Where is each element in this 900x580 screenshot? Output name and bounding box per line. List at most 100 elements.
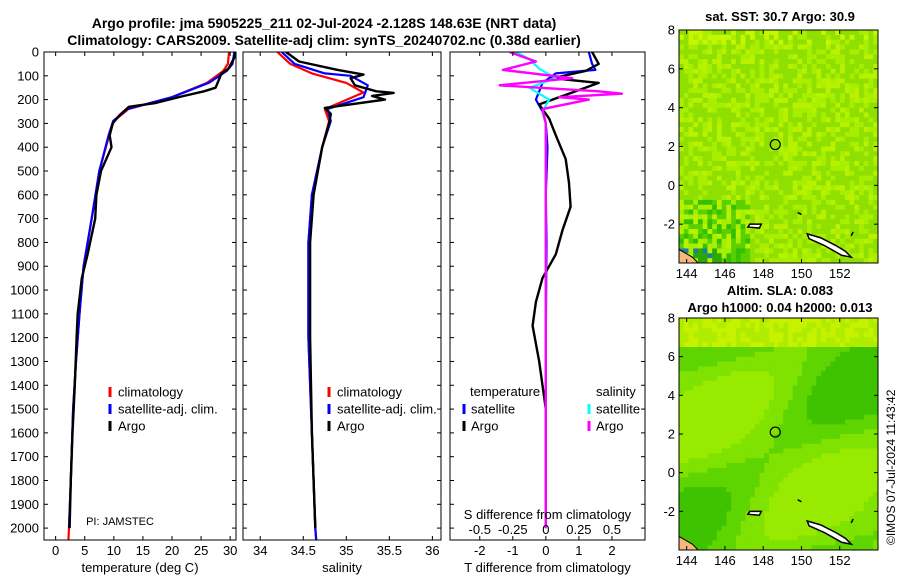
depth-tick-label: 200 [17, 92, 39, 107]
map-xtick-label: 146 [714, 553, 736, 568]
depth-tick-label: 1200 [10, 330, 39, 345]
depth-tick-label: 1300 [10, 354, 39, 369]
legend-label: satellite-adj. clim. [337, 402, 437, 417]
map-ytick-label: 6 [668, 349, 675, 364]
map-xtick-label: 152 [829, 266, 851, 281]
map-ytick-label: -2 [663, 217, 675, 232]
depth-tick-label: 2000 [10, 521, 39, 536]
map-ytick-label: 8 [668, 23, 675, 38]
temperature_profile-series-argo [68, 52, 236, 529]
map-ytick-label: 0 [668, 465, 675, 480]
map-xtick-label: 144 [676, 266, 698, 281]
depth-tick-label: 1100 [11, 306, 39, 321]
depth-tick-label: 300 [17, 116, 39, 131]
legend-salinity-label: satellite [596, 402, 640, 417]
map-xtick-label: 144 [676, 553, 698, 568]
sla-map-title-line2: Argo h1000: 0.04 h2000: 0.013 [687, 300, 873, 315]
manus-island-outline [746, 223, 763, 229]
difference_profile-xtick-label: -1 [507, 543, 519, 558]
map-ytick-label: -2 [663, 504, 675, 519]
salinity_profile-xtick-label: 34 [253, 543, 267, 558]
depth-tick-label: 1800 [10, 473, 39, 488]
pi-label: PI: JAMSTEC [86, 516, 154, 528]
legend-temperature-label: satellite [471, 402, 515, 417]
map-ytick-label: 2 [668, 139, 675, 154]
salinity_profile-frame [242, 51, 442, 541]
legend-salinity-title: salinity [596, 384, 636, 399]
difference-s-tick-label: 0.5 [603, 522, 621, 537]
difference-s-tick-label: -0.5 [469, 522, 491, 537]
salinity_profile-series-argo [285, 52, 395, 529]
depth-tick-label: 1600 [10, 425, 39, 440]
depth-tick-label: 1500 [10, 402, 39, 417]
salinity_profile-xtick-label: 35.5 [377, 543, 402, 558]
main-title-line1: Argo profile: jma 5905225_211 02-Jul-202… [91, 15, 557, 31]
salinity_profile-xtick-label: 36 [425, 543, 439, 558]
difference_profile-plot-area [450, 52, 645, 540]
legend-label: Argo [118, 419, 145, 434]
difference_profile-xtick-label: -2 [474, 543, 486, 558]
difference-s-tick-label: 0.25 [566, 522, 591, 537]
difference-s-tick-label: -0.25 [498, 522, 528, 537]
map-xtick-label: 150 [791, 553, 813, 568]
difference_profile-series-salinity-argo [498, 52, 624, 529]
legend-label: climatology [337, 385, 403, 400]
depth-tick-label: 400 [17, 140, 39, 155]
map-ytick-label: 0 [668, 178, 675, 193]
new-ireland-outline [805, 519, 854, 546]
map-xtick-label: 150 [791, 266, 813, 281]
depth-tick-label: 100 [17, 68, 39, 83]
depth-tick-label: 1900 [10, 497, 39, 512]
depth-tick-label: 1000 [10, 283, 39, 298]
temperature_profile-xtick-label: 25 [194, 543, 208, 558]
difference-s-tick-label: 0 [542, 522, 549, 537]
legend-temperature-label: Argo [471, 419, 498, 434]
legend-temperature-title: temperature [470, 384, 540, 399]
legend-salinity-label: Argo [596, 419, 623, 434]
map-xtick-label: 146 [714, 266, 736, 281]
salinity_profile-xlabel: salinity [322, 560, 362, 575]
manus-island-outline [746, 510, 763, 516]
sst_map [678, 29, 879, 264]
legend-label: Argo [337, 419, 364, 434]
island-outline [850, 231, 854, 237]
sst-map-title: sat. SST: 30.7 Argo: 30.9 [705, 9, 855, 24]
depth-tick-label: 1400 [10, 378, 39, 393]
legend-label: climatology [118, 385, 184, 400]
difference-top-xlabel: S difference from climatology [464, 507, 632, 522]
depth-tick-label: 500 [17, 164, 39, 179]
map-ytick-label: 8 [668, 311, 675, 326]
difference_profile-xlabel: T difference from climatology [464, 560, 631, 575]
sla-map-title-line1: Altim. SLA: 0.083 [726, 283, 834, 298]
difference_profile-xtick-label: 2 [608, 543, 615, 558]
temperature_profile-xtick-label: 5 [81, 543, 88, 558]
argo-position-marker [769, 138, 781, 151]
map-ytick-label: 6 [668, 61, 675, 76]
map-xtick-label: 152 [829, 553, 851, 568]
depth-tick-label: 800 [17, 235, 39, 250]
main-title-line2: Climatology: CARS2009. Satellite-adj cli… [67, 32, 581, 48]
temperature_profile-plot-area [44, 52, 236, 540]
map-ytick-label: 4 [668, 100, 675, 115]
new-ireland-outline [805, 232, 854, 259]
depth-tick-label: 0 [32, 45, 39, 60]
depth-tick-label: 600 [17, 187, 39, 202]
island-outline [797, 211, 802, 216]
temperature_profile-xlabel: temperature (deg C) [81, 560, 198, 575]
map-ytick-label: 4 [668, 388, 675, 403]
temperature_profile-frame [43, 51, 237, 541]
temperature_profile-xtick-label: 0 [52, 543, 59, 558]
difference_profile-xtick-label: 0 [542, 543, 549, 558]
difference_profile-xtick-label: 1 [575, 543, 582, 558]
salinity_profile-plot-area [243, 52, 441, 540]
salinity_profile-xtick-label: 34.5 [291, 543, 316, 558]
sla_map [678, 317, 879, 551]
temperature_profile-xtick-label: 20 [165, 543, 179, 558]
legend-label: satellite-adj. clim. [118, 402, 218, 417]
map-xtick-label: 148 [752, 266, 774, 281]
island-outline [850, 518, 854, 524]
island-outline [797, 499, 802, 503]
map-xtick-label: 148 [752, 553, 774, 568]
